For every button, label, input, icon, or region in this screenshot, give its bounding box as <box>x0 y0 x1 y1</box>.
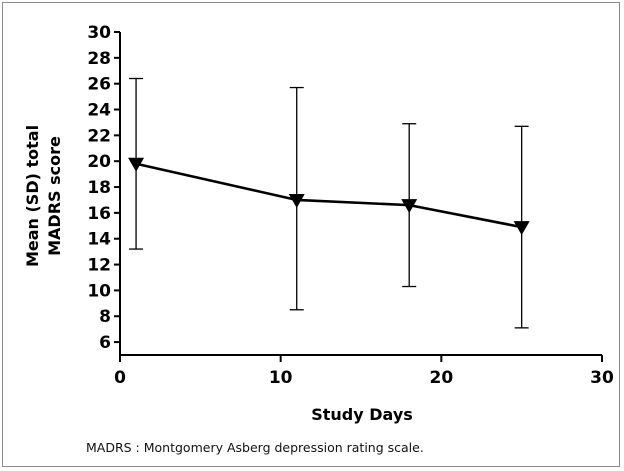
y-tick-label: 24 <box>87 101 111 121</box>
y-tick-label: 28 <box>87 49 111 69</box>
y-tick-label: 22 <box>87 126 111 146</box>
figure-frame <box>2 2 620 467</box>
x-axis-label: Study Days <box>311 405 413 424</box>
data-point-marker <box>288 193 305 208</box>
y-tick-label: 26 <box>87 75 111 95</box>
y-ticks: 6 8 10 12 14 16 18 20 22 24 26 28 30 <box>87 23 120 353</box>
y-tick-label: 20 <box>87 152 111 172</box>
x-tick-label: 10 <box>269 368 293 388</box>
x-tick-label: 20 <box>429 368 453 388</box>
y-axis-label-line-2: MADRS score <box>45 136 64 256</box>
series-line <box>135 162 522 229</box>
y-tick-label: 12 <box>87 256 111 276</box>
x-tick-label: 30 <box>590 368 614 388</box>
data-point-marker <box>128 157 145 172</box>
y-tick-label: 8 <box>99 307 111 327</box>
y-tick-label: 30 <box>87 23 111 43</box>
y-tick-label: 16 <box>87 204 111 224</box>
y-tick-label: 18 <box>87 178 111 198</box>
x-ticks: 0 10 20 30 <box>114 355 614 388</box>
axes <box>119 32 602 356</box>
error-bars <box>129 77 529 329</box>
y-tick-label: 14 <box>87 230 111 250</box>
data-point-marker <box>401 199 418 214</box>
x-tick-label: 0 <box>114 368 126 388</box>
y-axis-label-line-1: Mean (SD) total <box>23 125 42 267</box>
footnote: MADRS : Montgomery Asberg depression rat… <box>86 440 424 455</box>
axis-labels: Study Days Mean (SD) total MADRS score <box>23 125 413 424</box>
data-point-marker <box>513 221 530 236</box>
y-tick-label: 10 <box>87 281 111 301</box>
y-tick-label: 6 <box>99 333 111 353</box>
series <box>128 157 530 236</box>
